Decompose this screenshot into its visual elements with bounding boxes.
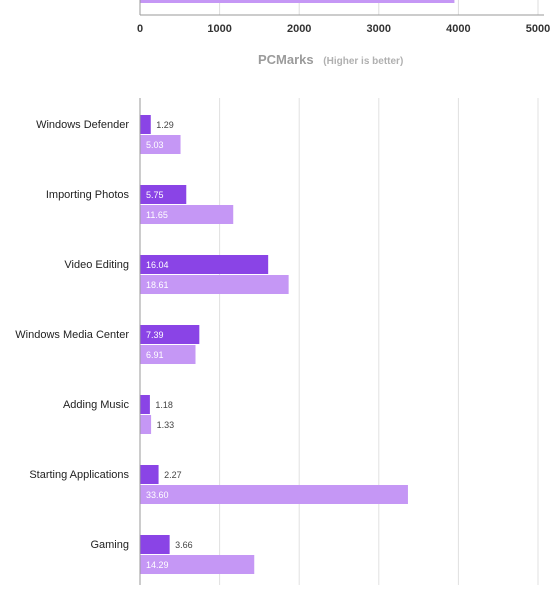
x-tick-label: 3000	[367, 23, 391, 35]
bar-series-2	[140, 345, 196, 364]
bar-series-1	[140, 535, 170, 554]
x-tick-label: 1000	[207, 23, 231, 35]
category-label: Windows Media Center	[15, 329, 129, 341]
category-label: Windows Defender	[36, 119, 129, 131]
bar-series-2	[140, 555, 255, 574]
bar-value-label: 5.03	[146, 140, 164, 150]
bar-series-1	[140, 325, 200, 344]
bar-value-label: 2.27	[164, 470, 182, 480]
x-tick-label: 2000	[287, 23, 311, 35]
category-label: Adding Music	[63, 399, 130, 411]
bar-series-2	[140, 415, 152, 434]
bar-series-1	[140, 255, 269, 274]
bar-series-2	[140, 135, 181, 154]
bar-pcmarks	[140, 0, 455, 3]
category-label: Importing Photos	[46, 189, 130, 201]
pcmarks-chart: 0 1000 2000 3000 4000 5000	[137, 0, 550, 35]
bar-value-label: 1.18	[155, 400, 173, 410]
bar-value-label: 1.33	[157, 420, 175, 430]
bar-series-1	[140, 395, 150, 414]
category-label: Video Editing	[64, 259, 129, 271]
bar-series-1	[140, 465, 159, 484]
bar-value-label: 3.66	[175, 540, 193, 550]
bar-value-label: 18.61	[146, 280, 169, 290]
x-axis-title-main: PCMarks	[258, 52, 314, 67]
x-tick-label: 0	[137, 23, 143, 35]
bar-value-label: 6.91	[146, 350, 164, 360]
bar-value-label: 11.65	[146, 210, 168, 220]
bar-series-2	[140, 485, 408, 504]
bar-value-label: 7.39	[146, 330, 164, 340]
bar-value-label: 33.60	[146, 490, 169, 500]
bar-value-label: 16.04	[146, 260, 169, 270]
x-axis-title: PCMarks (Higher is better)	[258, 52, 403, 67]
bar-value-label: 14.29	[146, 560, 169, 570]
bar-value-label: 5.75	[146, 190, 164, 200]
task-times-chart: Windows Defender 1.29 5.03 Importing Photos…	[15, 98, 539, 585]
x-axis-title-note: (Higher is better)	[323, 56, 403, 67]
bar-series-2	[140, 205, 234, 224]
x-tick-label: 5000	[526, 23, 550, 35]
category-label: Starting Applications	[29, 469, 129, 481]
bar-value-label: 1.29	[156, 120, 174, 130]
bar-series-1	[140, 115, 151, 134]
bar-series-1	[140, 185, 187, 204]
category-label: Gaming	[90, 539, 129, 551]
x-tick-label: 4000	[446, 23, 470, 35]
bar-series-2	[140, 275, 289, 294]
